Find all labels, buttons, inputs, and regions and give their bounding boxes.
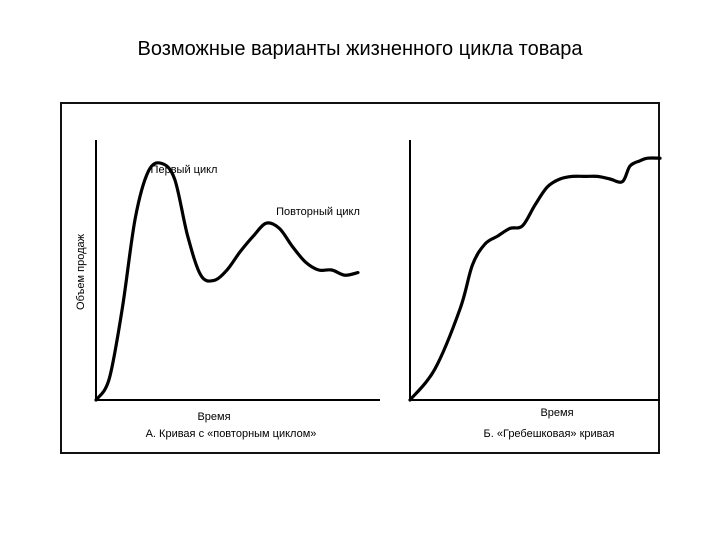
left-series-line — [94, 161, 360, 402]
left-caption: А. Кривая с «повторным циклом» — [146, 428, 317, 440]
left-xlabel: Время — [197, 411, 230, 423]
chart-right: Время Б. «Гребешковая» кривая — [408, 140, 662, 440]
right-caption: Б. «Гребешковая» кривая — [484, 428, 615, 440]
right-series-line — [408, 156, 662, 402]
figure-frame — [60, 102, 660, 454]
left-ylabel: Объем продаж — [75, 233, 87, 310]
annotation-first-cycle: Первый цикл — [151, 164, 218, 176]
annotation-repeat-cycle: Повторный цикл — [276, 206, 360, 218]
right-xlabel: Время — [540, 407, 573, 419]
chart-left: Объем продаж Время А. Кривая с «повторны… — [75, 140, 380, 440]
slide-title: Возможные варианты жизненного цикла това… — [137, 38, 583, 60]
